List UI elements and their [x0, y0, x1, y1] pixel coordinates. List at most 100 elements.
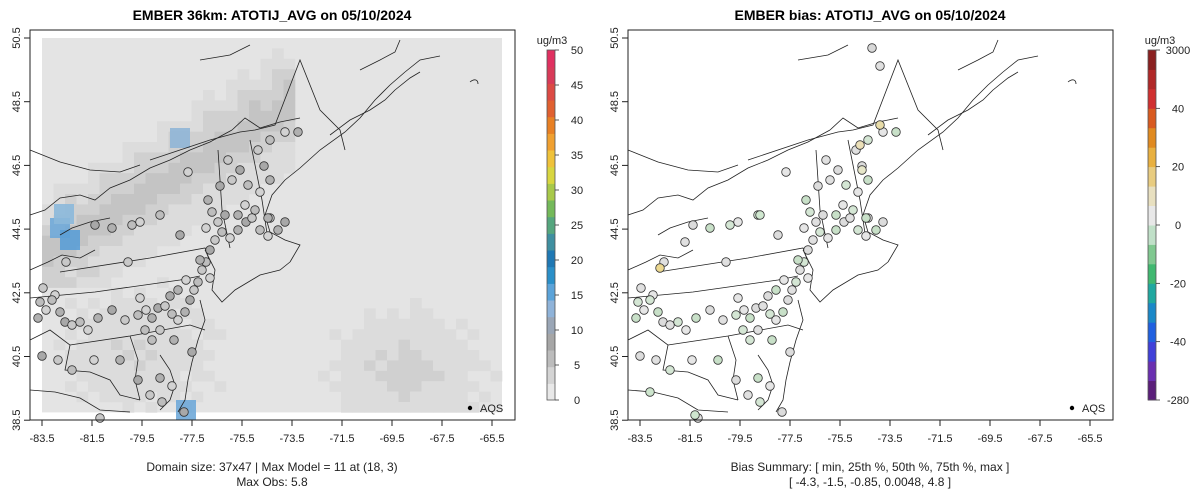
field-cell	[180, 350, 192, 361]
aqs-station-point	[265, 135, 275, 145]
colorbar-tick-label: 45	[571, 80, 583, 92]
field-cell	[249, 162, 261, 174]
aqs-station-point	[215, 181, 225, 191]
aqs-station-point	[217, 227, 227, 237]
field-cell	[444, 370, 457, 382]
y-tick-label: 42.5	[609, 282, 621, 303]
field-cell	[134, 173, 146, 184]
map-boundary	[1067, 79, 1077, 85]
aqs-station-point	[853, 225, 863, 235]
field-cell	[76, 225, 89, 236]
colorbar-segment	[547, 233, 555, 251]
aqs-station-point	[107, 223, 117, 233]
aqs-station-point	[123, 257, 133, 267]
x-tick-label: -65.5	[479, 433, 504, 445]
field-cell	[134, 381, 146, 392]
field-cell	[191, 100, 204, 112]
x-tick-label: -77.5	[777, 433, 802, 445]
field-cell	[203, 110, 215, 122]
field-cell	[76, 370, 89, 382]
field-cell	[283, 69, 296, 80]
aqs-station-point	[838, 200, 848, 210]
field-cell	[111, 329, 123, 340]
field-cell	[272, 142, 284, 153]
colorbar-tick-label: 10	[571, 325, 583, 337]
field-cell	[249, 173, 261, 184]
map-boundary	[847, 139, 867, 241]
field-cell	[249, 79, 261, 91]
left-legend-marker	[467, 405, 473, 411]
field-cell	[237, 121, 250, 132]
colorbar-segment	[547, 266, 555, 284]
field-cell	[145, 152, 158, 164]
field-cell	[421, 350, 434, 361]
field-cell	[99, 391, 112, 403]
aqs-station-point	[53, 355, 63, 365]
colorbar-segment	[547, 200, 555, 218]
field-cell	[203, 90, 215, 101]
x-tick-label: -71.5	[927, 433, 952, 445]
map-boundary	[177, 299, 206, 413]
field-cell	[352, 360, 365, 372]
field-cell	[99, 246, 112, 257]
field-cell	[375, 350, 388, 361]
field-cell	[191, 339, 204, 351]
field-cell	[433, 339, 445, 351]
field-cell	[260, 79, 273, 91]
field-cell	[444, 329, 457, 340]
field-cell	[145, 225, 158, 236]
field-cell	[272, 162, 284, 174]
field-cell	[191, 162, 204, 174]
colorbar-segment	[547, 250, 555, 268]
field-cell	[168, 204, 181, 216]
left-colorbar-unit: ug/m3	[537, 35, 568, 47]
field-cell	[134, 391, 146, 403]
field-cell	[467, 329, 480, 340]
aqs-station-point	[755, 397, 765, 407]
field-cell	[352, 370, 365, 382]
field-cell	[157, 131, 169, 143]
field-cell	[88, 381, 100, 392]
field-cell	[456, 381, 468, 392]
field-cell	[168, 360, 181, 372]
aqs-station-point	[831, 210, 841, 220]
field-cell	[433, 318, 445, 330]
colorbar-segment	[1148, 341, 1156, 362]
aqs-station-point	[107, 305, 117, 315]
aqs-station-point	[133, 310, 143, 320]
field-cell	[191, 370, 204, 382]
aqs-station-point	[633, 297, 643, 307]
aqs-station-point	[778, 307, 788, 317]
colorbar-segment	[547, 316, 555, 334]
field-cell	[237, 90, 250, 101]
field-cell	[410, 329, 422, 340]
field-cell	[42, 266, 54, 278]
x-tick-label: -79.5	[727, 433, 752, 445]
aqs-station-point	[157, 397, 167, 407]
aqs-station-point	[878, 217, 888, 227]
map-boundary	[727, 335, 739, 401]
field-cell	[375, 360, 388, 372]
aqs-station-point	[220, 210, 230, 220]
field-cell	[329, 360, 342, 372]
field-cell	[364, 370, 376, 382]
field-cell	[283, 131, 296, 143]
aqs-station-point	[133, 375, 143, 385]
field-cell	[157, 204, 169, 216]
field-cell	[226, 79, 238, 91]
right-colorbar: 3000 40 20 0 -20 -40 -280	[1147, 45, 1190, 407]
field-cell	[99, 225, 112, 236]
field-cell	[272, 48, 284, 60]
aqs-station-point	[861, 231, 871, 241]
field-cell	[203, 142, 215, 153]
map-boundary	[657, 217, 709, 236]
field-cell	[364, 350, 376, 361]
field-cell	[410, 360, 422, 372]
field-cell	[410, 350, 422, 361]
field-cell	[111, 204, 123, 216]
right-plot-frame	[627, 29, 1114, 421]
map-boundary	[29, 149, 141, 173]
aqs-station-point	[259, 161, 269, 171]
x-tick-label: -81.5	[79, 433, 104, 445]
aqs-station-point	[793, 255, 803, 265]
